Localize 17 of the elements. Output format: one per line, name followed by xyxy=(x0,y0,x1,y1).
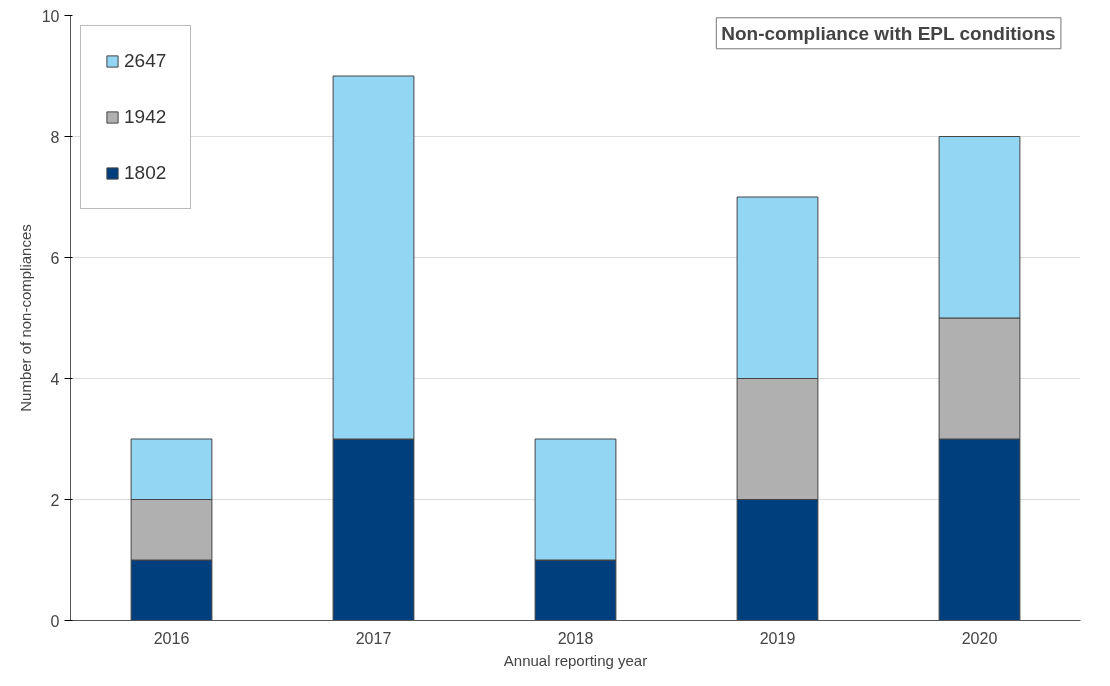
chart-title: Non-compliance with EPL conditions xyxy=(721,22,1056,44)
y-tick-label: 4 xyxy=(50,370,60,388)
x-tick-label: 2016 xyxy=(153,629,190,647)
legend-label: 1802 xyxy=(124,162,167,184)
x-tick-label: 2020 xyxy=(961,629,998,647)
legend-label: 1942 xyxy=(124,106,167,128)
x-tick-label: 2018 xyxy=(557,629,594,647)
y-tick-label: 8 xyxy=(50,128,60,146)
x-axis-title: Annual reporting year xyxy=(503,651,648,669)
y-tick-label: 10 xyxy=(41,7,60,25)
legend-label: 2647 xyxy=(124,50,167,72)
x-tick-label: 2019 xyxy=(759,629,796,647)
y-axis-title: Number of non-compliances xyxy=(16,224,34,412)
y-tick-label: 2 xyxy=(50,491,60,509)
y-tick-label: 6 xyxy=(50,249,60,267)
x-tick-label: 2017 xyxy=(355,629,392,647)
y-tick-label: 0 xyxy=(50,612,60,630)
